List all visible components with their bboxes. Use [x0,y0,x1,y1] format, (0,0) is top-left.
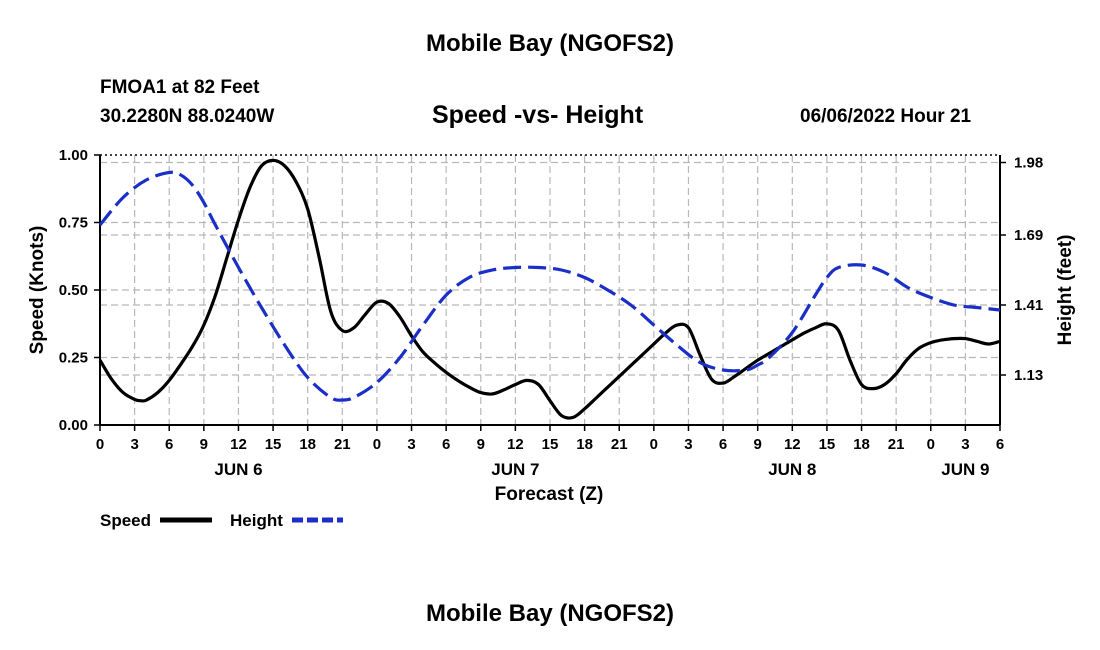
main-title: Mobile Bay (NGOFS2) [425,30,675,57]
x-tick-label: 12 [507,436,524,453]
grid-lines [100,154,1000,425]
y-tick-label-left: 1.00 [59,147,88,164]
x-tick-label: 0 [373,436,381,453]
chart-title: Speed -vs- Height [432,101,644,129]
x-tick-label: 12 [230,436,247,453]
x-day-label: JUN 9 [941,460,989,479]
y-tick-label-left: 0.00 [59,417,88,434]
x-day-label: JUN 8 [768,460,816,479]
x-tick-label: 18 [299,436,316,453]
x-tick-label: 15 [265,436,282,453]
x-day-label: JUN 7 [491,460,539,479]
series-lines [98,158,1001,420]
y-tick-label-right: 1.98 [1014,155,1043,172]
y-axis-label-right: Height (feet) [1055,235,1076,346]
forecast-datetime: 06/06/2022 Hour 21 [800,106,972,127]
x-tick-label: 3 [961,436,969,453]
legend: Speed Height [100,511,343,530]
legend-label-speed: Speed [100,511,151,530]
x-tick-label: 15 [819,436,836,453]
station-label: FMOA1 at 82 Feet [100,77,260,98]
series-line-speed [98,158,1001,420]
y-tick-label-right: 1.41 [1014,297,1043,314]
station-coordinates: 30.2280N 88.0240W [100,106,275,127]
legend-label-height: Height [230,511,283,530]
x-day-label: JUN 6 [214,460,262,479]
x-tick-label: 3 [130,436,138,453]
series-line-height [98,170,1001,402]
axes [94,154,1006,431]
x-tick-label: 12 [784,436,801,453]
x-tick-label: 0 [927,436,935,453]
y-axis-label-left: Speed (Knots) [27,226,48,355]
y-tick-label-left: 0.75 [59,215,88,232]
x-tick-label: 9 [477,436,485,453]
x-tick-label: 21 [334,436,351,453]
y-tick-label-left: 0.50 [59,282,88,299]
y-tick-label-right: 1.69 [1014,227,1043,244]
x-tick-label: 6 [719,436,727,453]
x-tick-label: 0 [650,436,658,453]
x-tick-label: 21 [611,436,628,453]
x-tick-label: 6 [442,436,450,453]
x-tick-label: 6 [996,436,1004,453]
x-tick-label: 0 [96,436,104,453]
x-tick-label: 6 [165,436,173,453]
x-tick-label: 3 [407,436,415,453]
x-tick-label: 9 [200,436,208,453]
y-tick-label-right: 1.13 [1014,367,1043,384]
y-tick-label-left: 0.25 [59,350,88,367]
x-tick-label: 18 [853,436,870,453]
x-tick-label: 9 [754,436,762,453]
x-tick-label: 18 [576,436,593,453]
x-axis-label: Forecast (Z) [495,484,604,505]
tick-labels: 0 3 6 9 12 15 18 21 0 3 6 9 12 15 18 21 0 3 6 9 12 15 18 21 0 3 6J… [59,147,1043,479]
x-tick-label: 3 [684,436,692,453]
x-tick-label: 15 [542,436,559,453]
x-tick-label: 21 [888,436,905,453]
bottom-title: Mobile Bay (NGOFS2) [425,600,675,627]
